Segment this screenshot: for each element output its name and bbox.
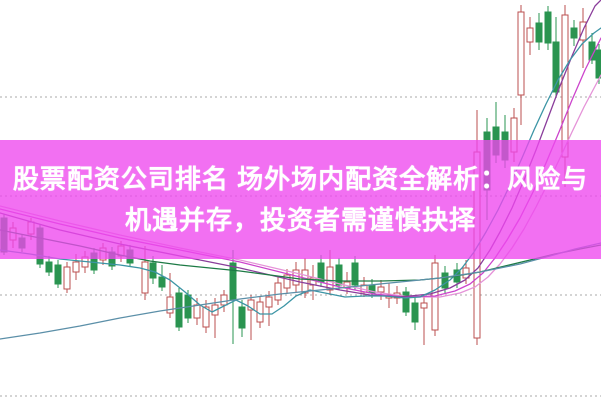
candle-body (220, 294, 228, 306)
candle-down (149, 256, 157, 284)
ma-steelblue (0, 242, 601, 340)
candle-body (229, 262, 237, 301)
candle-up (526, 17, 534, 55)
candle-body (247, 299, 255, 311)
candle-body (45, 261, 53, 273)
candle-body (283, 274, 291, 289)
candle-down (402, 287, 410, 316)
candle-body (265, 296, 273, 308)
candle-body (274, 282, 282, 301)
candle-body (301, 269, 309, 294)
candle-down (335, 258, 343, 290)
candle-down (238, 300, 246, 337)
candle-up (63, 262, 71, 293)
candle-down (175, 288, 183, 331)
candle-body (420, 302, 428, 309)
candle-body (54, 264, 62, 285)
headline-banner: 股票配资公司排名 场外场内配资全解析：风险与 机遇并存，投资者需谨慎抉择 (0, 140, 601, 259)
candle-body (561, 14, 569, 158)
candle-up (247, 295, 255, 340)
candle-up (211, 298, 219, 338)
candle-down (544, 6, 552, 50)
candle-up (274, 277, 282, 305)
candle-up (420, 297, 428, 345)
candle-down (570, 20, 578, 46)
candle-down (441, 266, 449, 293)
candle-down (45, 256, 53, 276)
candle-body (326, 266, 334, 291)
candle-body (411, 302, 419, 323)
candle-body (535, 22, 543, 43)
candle-body (175, 292, 183, 328)
candle-up (377, 280, 385, 300)
candle-body (544, 11, 552, 44)
candle-down (535, 13, 543, 50)
headline-line-1: 股票配资公司排名 场外场内配资全解析：风险与 (12, 163, 589, 194)
candle-body (141, 261, 149, 294)
candle-body (351, 262, 359, 286)
candle-down (229, 250, 237, 344)
candle-body (595, 49, 601, 79)
candle-body (441, 272, 449, 289)
candle-body (202, 306, 210, 328)
candle-up (579, 8, 587, 68)
candle-body (570, 27, 578, 39)
candle-down (351, 256, 359, 290)
candle-down (54, 260, 62, 288)
candle-up (265, 291, 273, 326)
candle-body (377, 286, 385, 293)
candle-body (335, 264, 343, 286)
candle-down (552, 17, 560, 98)
candle-down (158, 265, 166, 291)
candle-body (402, 291, 410, 313)
candle-body (517, 11, 525, 96)
candle-body (193, 304, 201, 319)
candle-body (158, 276, 166, 288)
candle-down (411, 297, 419, 330)
candle-body (166, 296, 174, 314)
candle-body (63, 266, 71, 290)
candle-down (595, 44, 601, 84)
candle-body (72, 261, 80, 273)
candle-up (517, 5, 525, 125)
candle-body (552, 41, 560, 93)
headline-line-2: 机遇并存，投资者需谨慎抉择 (124, 204, 476, 235)
candle-up (202, 300, 210, 333)
candle-body (238, 306, 246, 329)
candle-body (526, 27, 534, 43)
